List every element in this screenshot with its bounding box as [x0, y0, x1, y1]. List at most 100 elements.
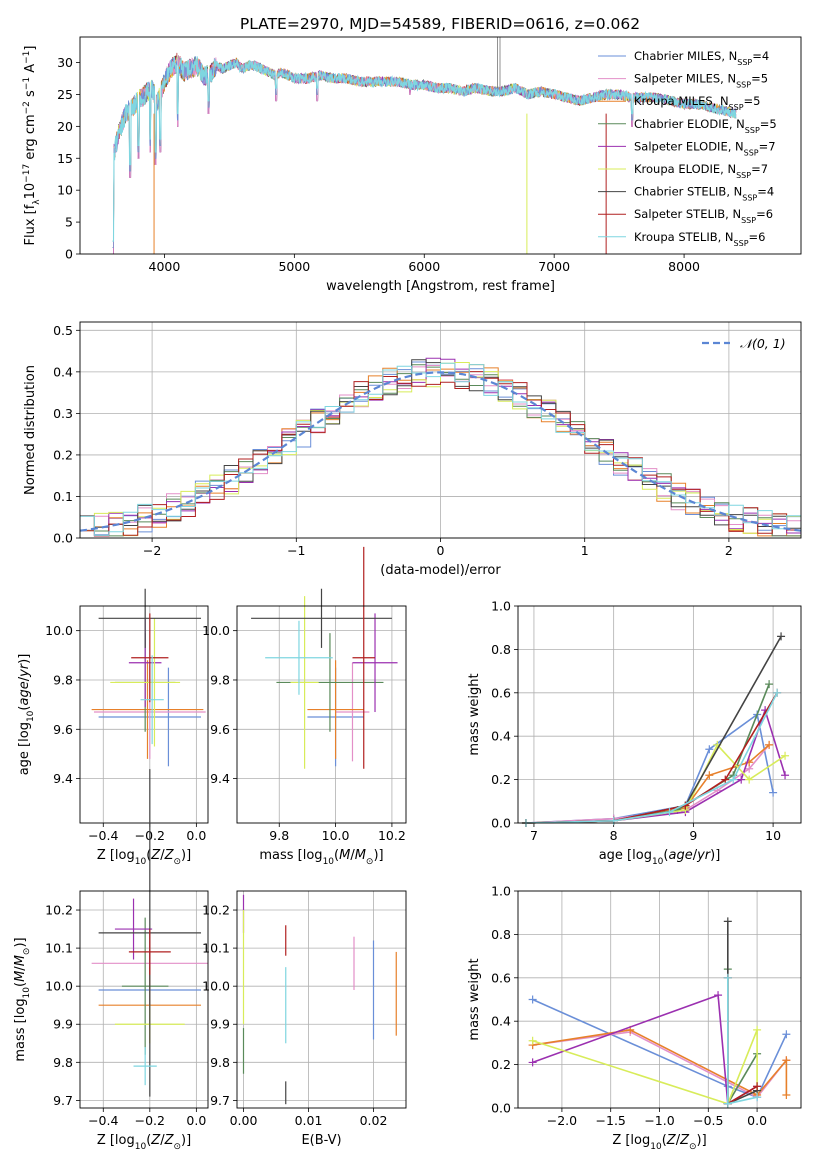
legend-label: 𝒩(0, 1): [740, 336, 786, 351]
series-line-kroupa_elodie: [532, 1029, 758, 1105]
axes-frame: [79, 605, 209, 824]
legend-label: Kroupa MILES, NSSP=5: [634, 94, 760, 112]
y-tick-label: 1.0: [491, 884, 511, 899]
y-tick-label: 9.9: [210, 1017, 230, 1032]
y-tick-label: 0.4: [491, 1014, 511, 1029]
series-line-chabrier_elodie: [525, 683, 770, 824]
y-tick-label: 9.8: [53, 672, 73, 687]
x-axis-label: E(B-V): [301, 1133, 341, 1148]
y-tick-label: 10.0: [45, 979, 73, 994]
axes-frame: [517, 605, 802, 824]
y-axis-label: Normed distribution: [23, 365, 38, 495]
y-axis-label: mass [log10(M/M⊙)]: [13, 937, 32, 1061]
marker-chabrier_miles: [528, 995, 537, 1004]
spectrum-kroupa_stelib: [112, 56, 737, 242]
marker-kroupa_elodie: [781, 751, 790, 760]
series-line-chabrier_stelib: [525, 636, 782, 824]
y-tick-label: 30: [57, 55, 73, 70]
marker-salpeter_elodie: [781, 771, 790, 780]
x-tick-label: 10.0: [322, 828, 350, 843]
x-tick-label: 10.2: [378, 828, 406, 843]
x-tick-label: 0: [437, 543, 445, 558]
gaussian-curve: [79, 371, 802, 532]
figure-title: PLATE=2970, MJD=54589, FIBERID=0616, z=0…: [240, 15, 640, 33]
marker-kroupa_stelib: [753, 1093, 762, 1102]
axes-frame: [79, 36, 802, 255]
marker-kroupa_elodie: [528, 1036, 537, 1045]
x-tick-label: 2: [725, 543, 733, 558]
spectrum-panel: 4000 5000 6000 7000 8000 0 5 10 15 20 25 30 waveleng…: [22, 36, 802, 294]
series-line-salpeter_miles: [525, 744, 770, 824]
y-tick-label: 9.7: [53, 1093, 73, 1108]
x-axis-label: Z [log10(Z/Z⊙)]: [97, 848, 191, 867]
mass-weight-vs-age-panel: 7 8 9 10 0.0 0.2 0.4 0.6 0.8 1.0 age [log10(age/yr…: [467, 599, 802, 867]
marker-chabrier_miles: [782, 1030, 791, 1039]
y-tick-label: 1.0: [491, 599, 511, 614]
y-tick-label: 10.2: [202, 903, 230, 918]
x-axis-label: (data-model)/error: [380, 563, 501, 578]
age-vs-mass-panel: 9.8 10.0 10.2 9.4 9.6 9.8 10.0 mass [log10(M/M⊙…: [202, 546, 407, 867]
y-tick-label: 9.4: [53, 771, 73, 786]
x-tick-label: 6000: [408, 259, 440, 274]
age-vs-metallicity-panel: −0.4 −0.2 0.09.49.69.810.0Z [log10(Z/Z⊙)]a…: [17, 588, 209, 867]
legend-label: Chabrier MILES, NSSP=4: [634, 49, 769, 67]
x-tick-label: 0.0: [186, 1113, 206, 1128]
y-tick-label: 9.9: [53, 1017, 73, 1032]
marker-salpeter_elodie: [528, 1058, 537, 1067]
y-tick-label: 0.6: [491, 970, 511, 985]
axes-frame: [517, 890, 802, 1109]
y-tick-label: 9.7: [210, 1093, 230, 1108]
y-tick-label: 10.1: [45, 941, 73, 956]
x-tick-label: −0.4: [88, 828, 118, 843]
x-tick-label: 8000: [668, 259, 700, 274]
x-tick-label: −2: [143, 543, 161, 558]
y-tick-label: 0.2: [491, 1057, 511, 1072]
y-tick-label: 0.1: [53, 489, 73, 504]
mass-weight-vs-metallicity-panel: −2.0 −1.5 −1.0 −0.5 0.0 0.0 0.2 0.4 0.6 0.8 1.0 Z […: [467, 884, 802, 1152]
x-tick-label: 0.0: [747, 1113, 767, 1128]
y-tick-label: 10.2: [45, 903, 73, 918]
mass-vs-ebv-panel: 0.00 0.01 0.02 9.7 9.8 9.9 10.0 10.1 10.2 E(B-V): [202, 890, 407, 1148]
y-tick-label: 9.8: [210, 1055, 230, 1070]
x-tick-label: −0.2: [135, 1113, 165, 1128]
y-tick-label: 0.4: [53, 364, 73, 379]
marker-salpeter_stelib: [721, 775, 730, 784]
marker-kroupa_stelib: [773, 688, 782, 697]
series-line-chabrier_miles: [532, 998, 788, 1099]
y-tick-label: 5: [65, 215, 73, 230]
legend-label: Salpeter STELIB, NSSP=6: [634, 207, 773, 225]
y-tick-label: 0.6: [491, 685, 511, 700]
x-tick-label: −1.0: [644, 1113, 674, 1128]
y-tick-label: 0.8: [491, 642, 511, 657]
marker-salpeter_elodie: [737, 775, 746, 784]
y-axis-label: Flux [fλ10−17 erg cm−2 s−1 A−1]: [22, 46, 42, 246]
x-tick-label: −0.5: [693, 1113, 723, 1128]
axes-frame: [236, 605, 407, 824]
x-tick-label: 0.0: [186, 828, 206, 843]
x-tick-label: 9.8: [269, 828, 289, 843]
legend-label: Kroupa STELIB, NSSP=6: [634, 230, 765, 248]
x-tick-label: 0.01: [295, 1113, 323, 1128]
y-tick-label: 0.3: [53, 406, 73, 421]
legend-label: Salpeter MILES, NSSP=5: [634, 72, 768, 90]
axes-frame: [79, 890, 209, 1109]
y-tick-label: 0.4: [491, 729, 511, 744]
residual-histogram-panel: −2 −1 0 1 2 0.0 0.1 0.2 0.3 0.4 0.5 𝒩(0, 1) (data-mo…: [23, 321, 802, 578]
x-tick-label: 5000: [278, 259, 310, 274]
y-tick-label: 10.0: [202, 979, 230, 994]
marker-kroupa_elodie: [753, 1025, 762, 1034]
y-tick-label: 9.6: [53, 722, 73, 737]
y-tick-label: 9.8: [53, 1055, 73, 1070]
y-tick-label: 10.0: [45, 623, 73, 638]
x-tick-label: 9: [689, 828, 697, 843]
marker-chabrier_stelib: [723, 917, 732, 926]
x-axis-label: wavelength [Angstrom, rest frame]: [326, 279, 555, 294]
y-axis-label: age [log10(age/yr)]: [17, 654, 36, 776]
legend-label: Chabrier ELODIE, NSSP=5: [634, 117, 777, 135]
x-tick-label: −1: [287, 543, 305, 558]
x-tick-label: −0.4: [88, 1113, 118, 1128]
x-tick-label: 4000: [149, 259, 181, 274]
y-tick-label: 9.8: [210, 672, 230, 687]
spectrum-chabrier_miles: [112, 56, 737, 248]
axes-frame: [236, 890, 407, 1109]
